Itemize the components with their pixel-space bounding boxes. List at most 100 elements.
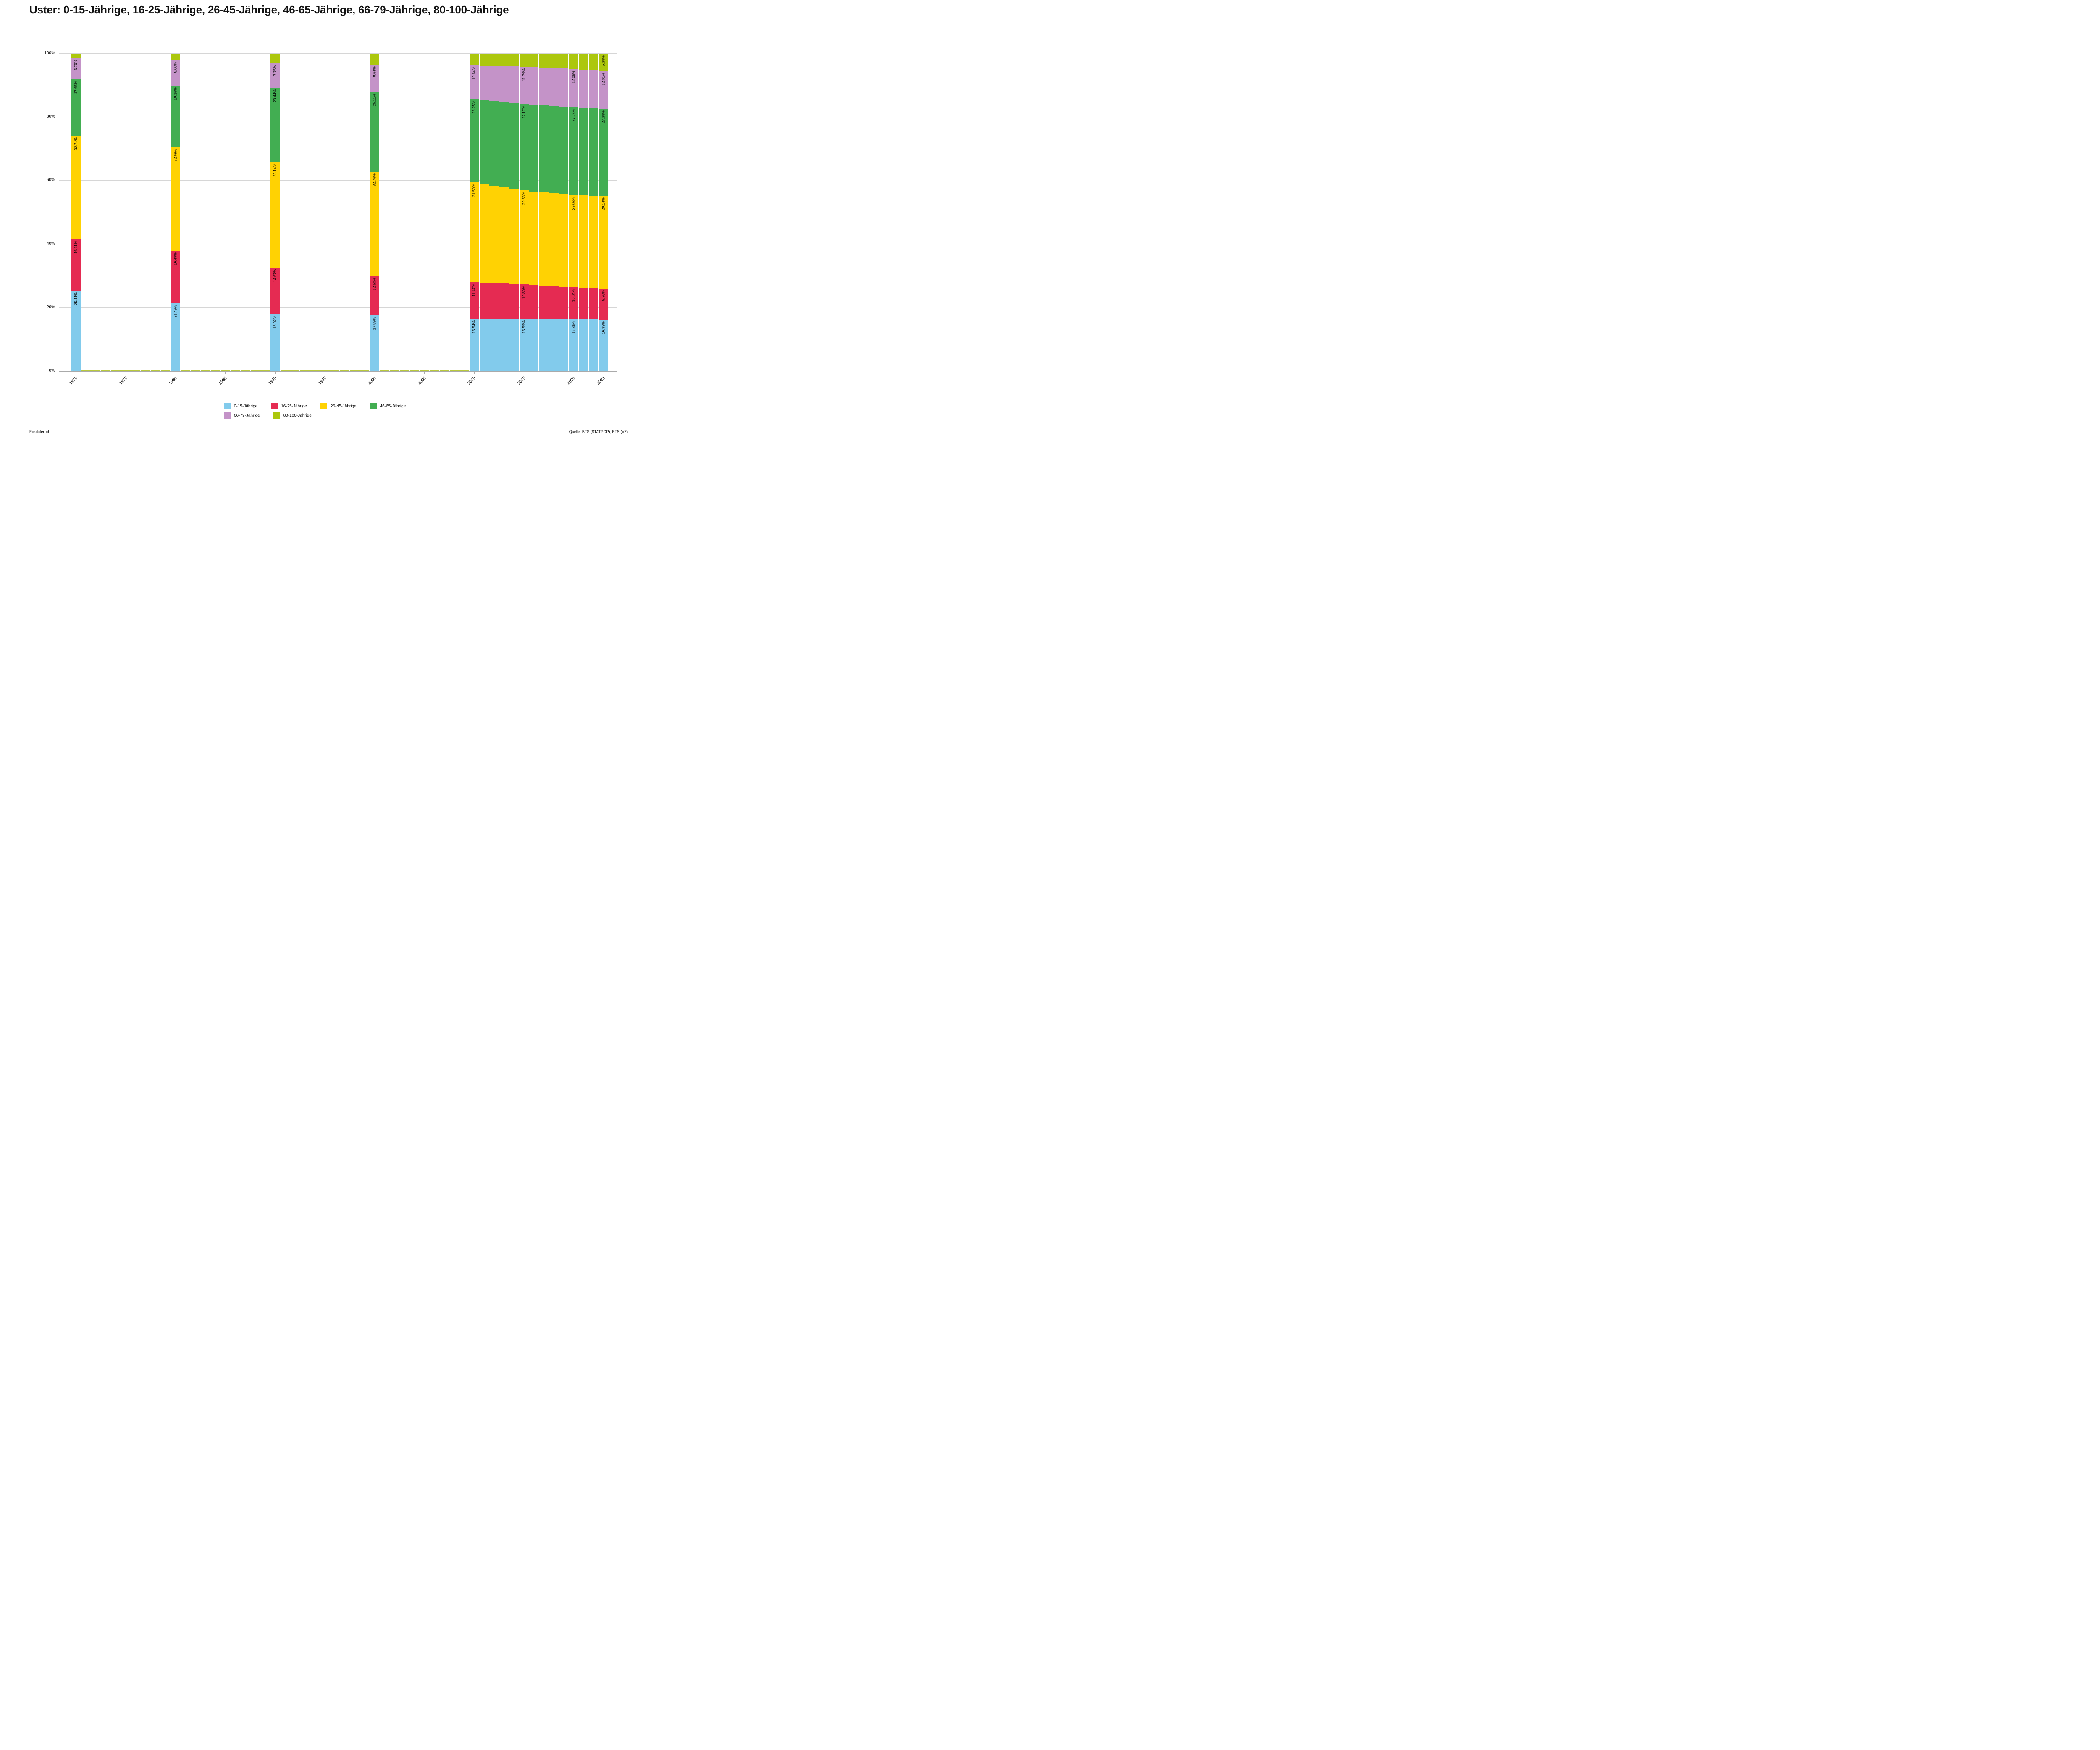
bar-1970[interactable]: 6.79% 17.65% 32.71% 16.11% 25.41%	[71, 54, 81, 371]
bar-segment-26-45-Jährige[interactable]: 29.53%	[519, 190, 529, 284]
bar-segment-16-25-Jährige[interactable]	[539, 285, 549, 319]
bar-segment-46-65-Jährige[interactable]	[589, 108, 598, 196]
bar-segment-26-45-Jährige[interactable]	[559, 194, 569, 287]
bar-segment-46-65-Jährige[interactable]: 27.38%	[599, 109, 609, 196]
bar-segment-80-100-Jährige[interactable]	[579, 54, 588, 70]
bar-segment-80-100-Jährige[interactable]	[499, 54, 509, 66]
bar-segment-0-15-Jährige[interactable]	[479, 318, 489, 371]
bar-segment-80-100-Jährige[interactable]	[529, 54, 539, 67]
bar-segment-80-100-Jährige[interactable]	[479, 54, 489, 66]
bar-segment-16-25-Jährige[interactable]	[479, 283, 489, 319]
bar-segment-0-15-Jährige[interactable]: 16.33%	[599, 319, 609, 371]
bar-segment-66-79-Jährige[interactable]: 10.64%	[470, 65, 479, 99]
bar-segment-66-79-Jährige[interactable]	[589, 70, 598, 109]
bar-segment-0-15-Jährige[interactable]: 18.02%	[270, 314, 280, 371]
bar-segment-46-65-Jährige[interactable]: 25.11%	[370, 92, 379, 172]
bar-segment-16-25-Jährige[interactable]	[589, 288, 598, 320]
bar-segment-0-15-Jährige[interactable]: 25.41%	[71, 290, 81, 371]
bar-segment-46-65-Jährige[interactable]: 27.17%	[519, 104, 529, 191]
bar-segment-26-45-Jährige[interactable]	[539, 192, 549, 286]
bar-segment-66-79-Jährige[interactable]: 8.64%	[370, 64, 379, 92]
bar-segment-80-100-Jährige[interactable]	[171, 54, 180, 60]
bar-segment-0-15-Jährige[interactable]: 21.49%	[171, 303, 180, 371]
bar-2017[interactable]	[539, 54, 549, 371]
bar-segment-0-15-Jährige[interactable]: 16.54%	[470, 318, 479, 371]
bar-segment-16-25-Jährige[interactable]: 16.11%	[71, 239, 81, 291]
bar-segment-16-25-Jährige[interactable]: 9.76%	[599, 288, 609, 320]
bar-segment-80-100-Jährige[interactable]	[509, 54, 519, 67]
bar-segment-26-45-Jährige[interactable]	[489, 185, 499, 283]
bar-segment-16-25-Jährige[interactable]	[529, 285, 539, 319]
bar-segment-80-100-Jährige[interactable]	[370, 54, 379, 65]
bar-segment-0-15-Jährige[interactable]: 16.55%	[519, 318, 529, 371]
bar-2022[interactable]	[589, 54, 598, 371]
bar-segment-26-45-Jährige[interactable]: 29.03%	[569, 195, 578, 288]
bar-segment-80-100-Jährige[interactable]: 5.38%	[599, 54, 609, 71]
bar-segment-80-100-Jährige[interactable]	[270, 54, 280, 63]
bar-segment-80-100-Jährige[interactable]	[549, 54, 559, 68]
bar-segment-80-100-Jährige[interactable]	[489, 54, 499, 66]
bar-segment-26-45-Jährige[interactable]	[549, 193, 559, 286]
bar-segment-26-45-Jährige[interactable]	[499, 187, 509, 283]
bar-segment-0-15-Jährige[interactable]	[489, 318, 499, 371]
bar-segment-66-79-Jährige[interactable]: 6.79%	[71, 58, 81, 80]
bar-2018[interactable]	[549, 54, 559, 371]
bar-segment-16-25-Jährige[interactable]: 10.89%	[519, 284, 529, 319]
bar-segment-46-65-Jährige[interactable]: 27.74%	[569, 107, 578, 195]
bar-segment-16-25-Jährige[interactable]	[499, 283, 509, 319]
bar-segment-66-79-Jährige[interactable]: 8.00%	[171, 60, 180, 86]
bar-segment-26-45-Jährige[interactable]: 32.76%	[370, 171, 379, 276]
bar-segment-80-100-Jährige[interactable]	[71, 54, 81, 58]
bar-segment-0-15-Jährige[interactable]	[589, 319, 598, 371]
bar-segment-46-65-Jährige[interactable]	[499, 102, 509, 187]
bar-segment-16-25-Jährige[interactable]	[559, 286, 569, 320]
bar-segment-46-65-Jährige[interactable]: 19.26%	[171, 86, 180, 147]
bar-segment-16-25-Jährige[interactable]: 10.04%	[569, 287, 578, 320]
bar-segment-46-65-Jährige[interactable]: 23.44%	[270, 88, 280, 163]
bar-segment-80-100-Jährige[interactable]	[589, 54, 598, 71]
bar-segment-26-45-Jährige[interactable]: 33.14%	[270, 162, 280, 268]
bar-segment-46-65-Jährige[interactable]	[579, 108, 588, 196]
bar-segment-0-15-Jährige[interactable]	[509, 318, 519, 371]
bar-segment-80-100-Jährige[interactable]	[519, 54, 529, 67]
bar-segment-26-45-Jährige[interactable]: 32.69%	[171, 147, 180, 251]
bar-segment-66-79-Jährige[interactable]	[549, 68, 559, 106]
bar-segment-80-100-Jährige[interactable]	[569, 54, 578, 69]
bar-2016[interactable]	[529, 54, 539, 371]
bar-segment-46-65-Jährige[interactable]	[529, 105, 539, 192]
bar-segment-66-79-Jährige[interactable]	[529, 67, 539, 105]
bar-segment-0-15-Jährige[interactable]	[499, 318, 509, 371]
bar-segment-0-15-Jährige[interactable]	[559, 319, 569, 371]
bar-2020[interactable]: 12.06% 27.74% 29.03% 10.04% 16.36%	[569, 54, 578, 371]
bar-segment-26-45-Jährige[interactable]	[579, 195, 588, 288]
bar-segment-26-45-Jährige[interactable]: 32.71%	[71, 135, 81, 240]
bar-2011[interactable]	[479, 54, 489, 371]
bar-segment-16-25-Jährige[interactable]	[509, 283, 519, 319]
bar-segment-16-25-Jährige[interactable]	[489, 283, 499, 319]
bar-segment-66-79-Jährige[interactable]	[479, 66, 489, 100]
bar-segment-66-79-Jährige[interactable]	[579, 69, 588, 108]
bar-segment-66-79-Jährige[interactable]	[489, 66, 499, 101]
bar-segment-26-45-Jährige[interactable]: 31.50%	[470, 182, 479, 283]
bar-segment-80-100-Jährige[interactable]	[470, 54, 479, 66]
bar-segment-46-65-Jährige[interactable]	[559, 106, 569, 194]
bar-segment-66-79-Jährige[interactable]: 11.79%	[519, 66, 529, 104]
bar-segment-26-45-Jährige[interactable]	[529, 191, 539, 285]
bar-2021[interactable]	[579, 54, 588, 371]
bar-segment-46-65-Jährige[interactable]: 26.25%	[470, 99, 479, 183]
bar-segment-66-79-Jährige[interactable]	[539, 67, 549, 105]
bar-segment-46-65-Jährige[interactable]	[489, 101, 499, 186]
bar-2013[interactable]	[499, 54, 509, 371]
bar-segment-16-25-Jährige[interactable]: 16.49%	[171, 250, 180, 303]
bar-segment-26-45-Jährige[interactable]	[509, 189, 519, 284]
bar-segment-26-45-Jährige[interactable]	[479, 184, 489, 283]
bar-2023[interactable]: 5.38% 12.01% 27.38% 29.14% 9.76% 16.33%	[599, 54, 609, 371]
bar-segment-26-45-Jährige[interactable]	[589, 195, 598, 289]
bar-segment-80-100-Jährige[interactable]	[539, 54, 549, 68]
bar-2012[interactable]	[489, 54, 499, 371]
bar-segment-46-65-Jährige[interactable]	[509, 103, 519, 189]
bar-segment-66-79-Jährige[interactable]	[509, 66, 519, 103]
bar-segment-66-79-Jährige[interactable]	[559, 68, 569, 107]
bar-segment-16-25-Jährige[interactable]	[579, 288, 588, 320]
bar-1990[interactable]: 7.75% 23.44% 33.14% 14.67% 18.02%	[270, 54, 280, 371]
